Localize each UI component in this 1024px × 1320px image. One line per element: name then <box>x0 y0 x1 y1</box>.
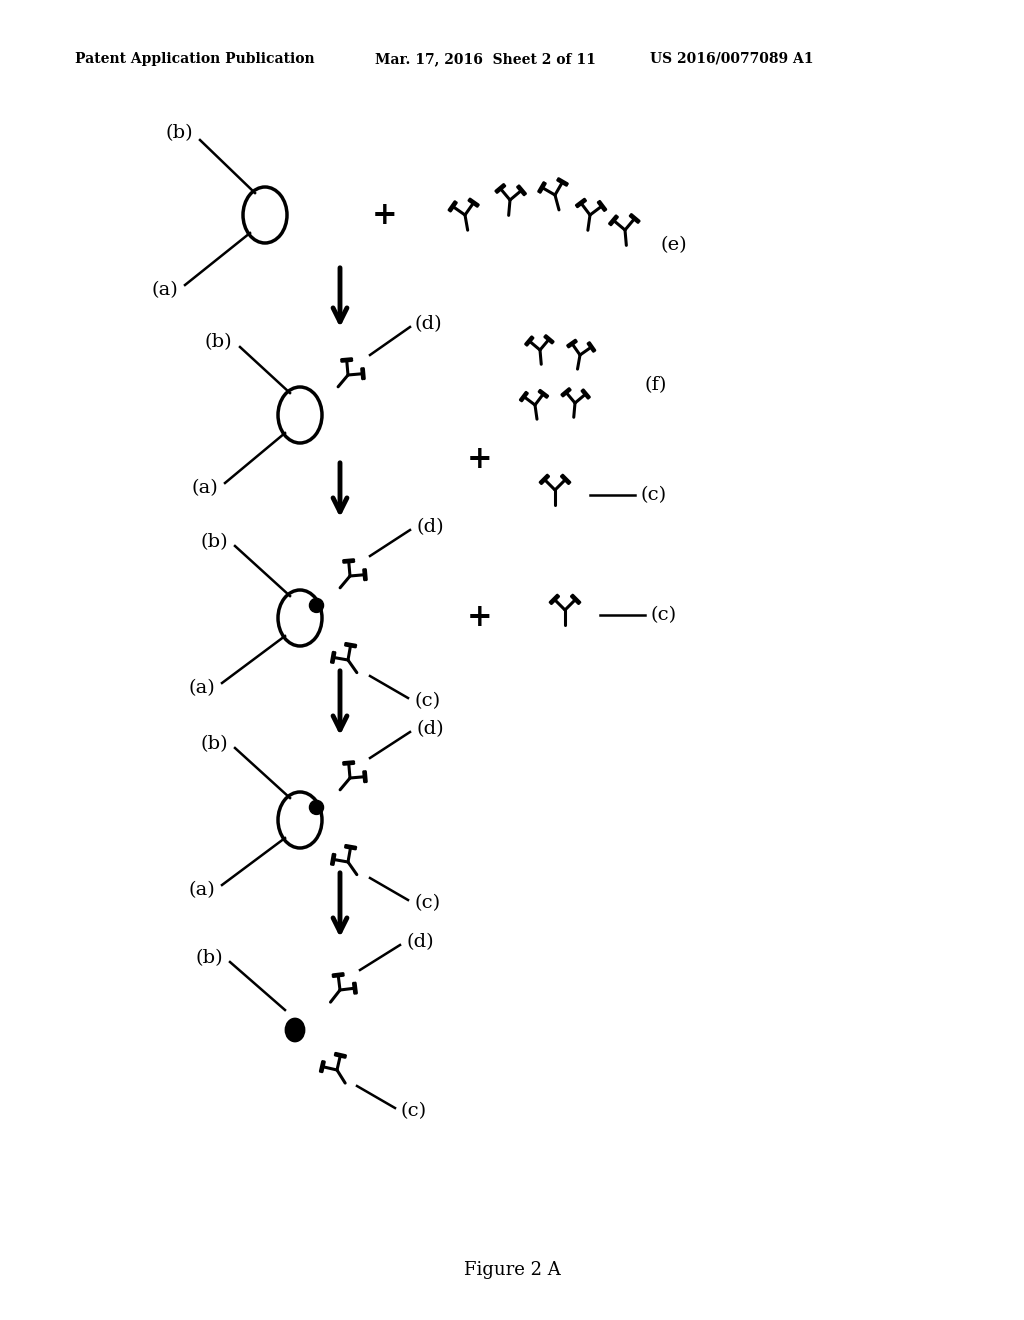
Text: (c): (c) <box>414 894 440 912</box>
Text: (a): (a) <box>191 479 218 498</box>
Text: Figure 2 A: Figure 2 A <box>464 1261 560 1279</box>
Text: (d): (d) <box>416 719 443 738</box>
Text: +: + <box>467 602 493 634</box>
Circle shape <box>309 598 324 612</box>
Text: (b): (b) <box>205 333 232 351</box>
Text: Mar. 17, 2016  Sheet 2 of 11: Mar. 17, 2016 Sheet 2 of 11 <box>375 51 596 66</box>
Text: (d): (d) <box>415 315 442 333</box>
Text: (e): (e) <box>660 236 687 253</box>
Text: (b): (b) <box>201 533 228 550</box>
Ellipse shape <box>286 1019 304 1041</box>
Text: (c): (c) <box>640 486 667 504</box>
Text: +: + <box>372 199 397 231</box>
Text: US 2016/0077089 A1: US 2016/0077089 A1 <box>650 51 813 66</box>
Text: (b): (b) <box>201 735 228 752</box>
Text: (c): (c) <box>414 692 440 710</box>
Text: +: + <box>467 445 493 475</box>
Text: (d): (d) <box>406 933 433 950</box>
Text: (d): (d) <box>416 517 443 536</box>
Text: (a): (a) <box>188 880 215 899</box>
Text: (c): (c) <box>650 606 676 624</box>
Text: (a): (a) <box>188 678 215 697</box>
Circle shape <box>309 800 324 814</box>
Text: (b): (b) <box>196 949 223 968</box>
Text: (c): (c) <box>401 1102 427 1119</box>
Text: (b): (b) <box>165 124 193 143</box>
Text: (f): (f) <box>645 376 668 393</box>
Text: Patent Application Publication: Patent Application Publication <box>75 51 314 66</box>
Text: (a): (a) <box>152 281 178 300</box>
